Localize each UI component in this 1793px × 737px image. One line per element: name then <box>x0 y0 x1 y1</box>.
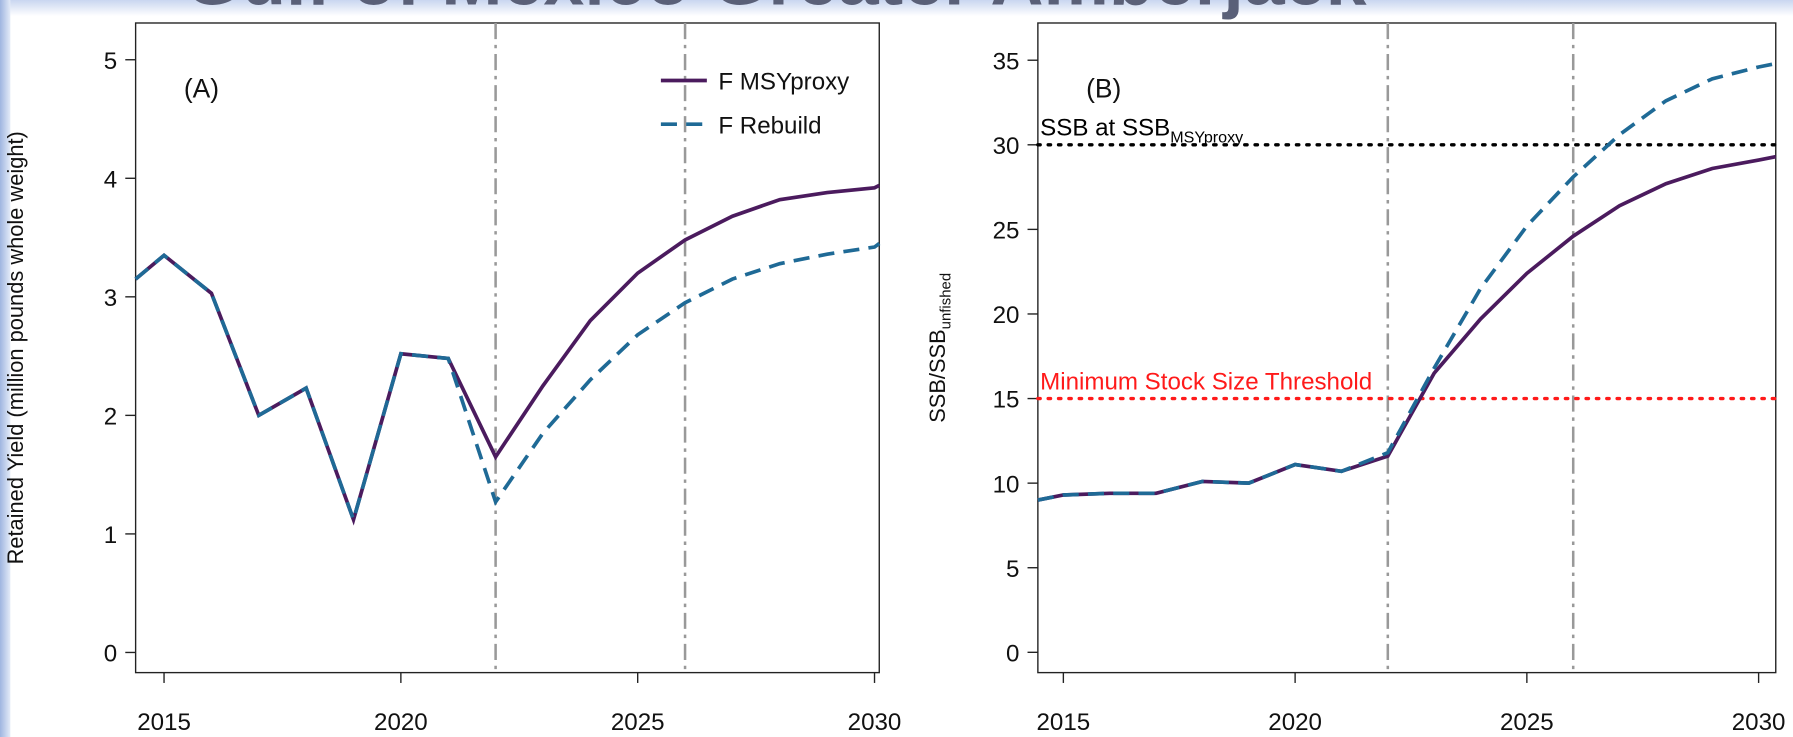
reference-label-text: Minimum Stock Size Threshold <box>1040 368 1372 395</box>
plot-frame <box>1037 22 1777 674</box>
y-axis-label-text: SSB/SSB <box>925 329 950 422</box>
x-tick-label: 2015 <box>1037 709 1091 736</box>
y-axis-label-sub: unfished <box>938 273 955 329</box>
x-tick-label: 2030 <box>848 709 902 736</box>
plot-frame <box>134 22 880 674</box>
x-tick-label: 2025 <box>1500 709 1554 736</box>
slide-title: Gulf of Mexico Greater Amberjack <box>184 0 1367 21</box>
y-axis-label: Retained Yield (million pounds whole wei… <box>3 131 28 564</box>
reference-label-sub: MSYproxy <box>1170 128 1243 146</box>
y-tick-label: 1 <box>104 522 117 549</box>
legend-label: F Rebuild <box>718 112 821 139</box>
y-axis-label: SSB/SSBunfished <box>925 273 955 423</box>
y-tick-label: 5 <box>1006 556 1019 583</box>
x-tick-label: 2025 <box>611 709 665 736</box>
y-tick-label: 0 <box>104 641 117 668</box>
x-tick-label: 2030 <box>1732 709 1786 736</box>
reference-label: Minimum Stock Size Threshold <box>1040 368 1372 395</box>
top-band <box>0 0 1793 17</box>
x-tick-label: 2020 <box>374 709 428 736</box>
y-tick-label: 35 <box>993 48 1020 75</box>
y-tick-label: 25 <box>993 218 1020 245</box>
y-tick-label: 10 <box>993 471 1020 498</box>
reference-label: SSB at SSBMSYproxy <box>1040 115 1243 147</box>
y-tick-label: 5 <box>104 48 117 75</box>
panel-label: (A) <box>184 74 219 104</box>
y-tick-label: 20 <box>993 302 1020 329</box>
left-band <box>0 0 11 737</box>
reference-label-text: SSB at SSB <box>1040 115 1170 142</box>
series-line <box>134 242 881 526</box>
panel-label: (B) <box>1086 74 1121 104</box>
y-axis-label-text: Retained Yield (million pounds whole wei… <box>3 131 28 564</box>
x-tick-label: 2020 <box>1268 709 1322 736</box>
y-tick-label: 4 <box>104 166 117 193</box>
y-tick-label: 0 <box>1006 641 1019 668</box>
series-line <box>1037 61 1777 502</box>
legend-label: F MSYproxy <box>718 69 850 96</box>
y-tick-label: 2 <box>104 404 117 431</box>
y-tick-label: 15 <box>993 387 1020 414</box>
x-tick-label: 2015 <box>137 709 191 736</box>
y-tick-label: 3 <box>104 285 117 312</box>
y-tick-label: 30 <box>993 133 1020 160</box>
